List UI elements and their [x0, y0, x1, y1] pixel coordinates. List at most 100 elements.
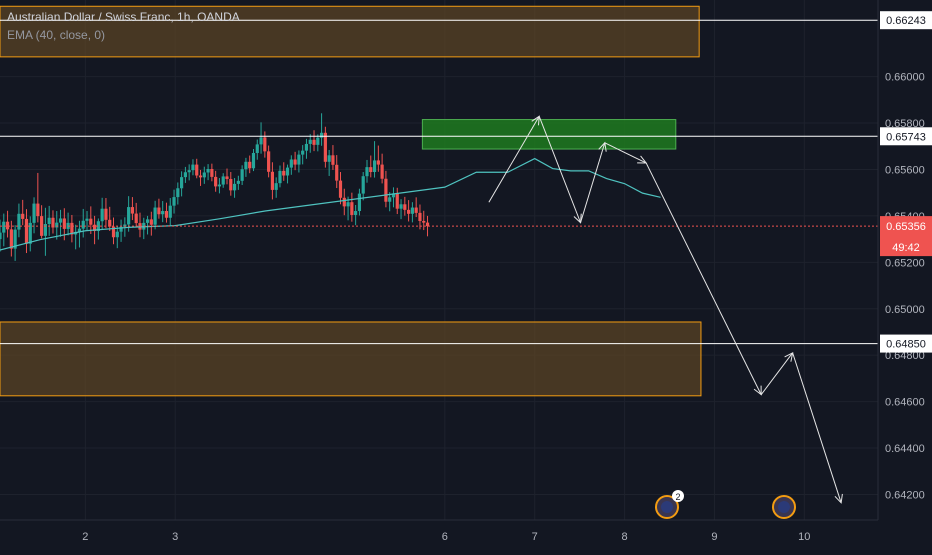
- projection-drawing[interactable]: [488, 115, 843, 504]
- candle-body: [0, 232, 2, 240]
- candle-body: [255, 144, 259, 153]
- price-label-text: 0.64850: [886, 339, 926, 351]
- grid-lines: [0, 0, 878, 520]
- candle-body: [55, 222, 59, 228]
- x-tick-label: 9: [711, 531, 717, 543]
- candle-body: [9, 229, 13, 249]
- candle-body: [157, 207, 161, 215]
- candle-body: [202, 172, 206, 178]
- y-tick-label: 0.64800: [885, 350, 925, 362]
- upper-resistance-zone: [0, 5, 700, 58]
- candle-body: [301, 150, 305, 155]
- candle-body: [77, 228, 82, 232]
- candle-body: [21, 213, 25, 219]
- price-label-box: [880, 11, 932, 30]
- candle-body: [425, 222, 430, 227]
- projection-segment: [760, 352, 794, 395]
- candle-body: [183, 172, 187, 178]
- y-tick-label: 0.65600: [885, 164, 925, 176]
- candle-body: [410, 207, 414, 214]
- candle-body: [365, 167, 369, 177]
- event-marker-1[interactable]: 2: [655, 490, 684, 519]
- candle-body: [191, 164, 195, 171]
- candle-body: [263, 137, 267, 152]
- candle-body: [354, 211, 358, 215]
- candle-body: [259, 137, 263, 145]
- candle-body: [43, 224, 48, 236]
- candle-body: [229, 178, 233, 191]
- indicator-label[interactable]: EMA (40, close, 0): [7, 28, 105, 42]
- candle-body: [58, 218, 63, 223]
- candle-body: [342, 197, 346, 207]
- candle-body: [130, 207, 135, 214]
- candle-body: [346, 202, 350, 207]
- y-tick-label: 0.64400: [885, 443, 925, 455]
- candle-body: [274, 183, 278, 190]
- candle-body: [111, 226, 116, 238]
- event-marker-2[interactable]: [772, 495, 796, 519]
- candle-body: [285, 167, 290, 176]
- candle-body: [187, 170, 191, 173]
- arrowhead: [834, 493, 843, 504]
- candle-body: [327, 155, 331, 162]
- x-tick-label: 7: [532, 531, 538, 543]
- candle-body: [214, 176, 218, 187]
- candle-body: [149, 219, 153, 225]
- price-label-text: 0.66243: [886, 15, 926, 27]
- candle-body: [388, 197, 392, 202]
- symbol-title[interactable]: Australian Dollar / Swiss Franc, 1h, OAN…: [7, 10, 240, 24]
- price-label-box: [880, 334, 932, 353]
- lower-support-zone: [0, 321, 702, 397]
- y-tick-label: 0.64200: [885, 489, 925, 501]
- zone-layer[interactable]: [0, 5, 702, 397]
- candle-body: [92, 224, 97, 231]
- candle-body: [5, 221, 10, 230]
- candle-body: [251, 152, 256, 169]
- candle-body: [195, 164, 199, 176]
- candle-body: [282, 170, 286, 176]
- projection-segment: [538, 116, 582, 223]
- flag-icon: [778, 501, 790, 513]
- candle-body: [28, 222, 32, 244]
- candle-body: [240, 169, 244, 181]
- current-price-badge: 0.65356 49:42: [880, 216, 932, 257]
- candle-body: [403, 204, 407, 210]
- x-tick-label: 3: [172, 531, 178, 543]
- time-axis[interactable]: 2 3 6 7 8 9 10: [82, 531, 810, 543]
- candle-body: [384, 178, 388, 202]
- horizontal-line-layer[interactable]: [0, 19, 878, 345]
- candle-body: [244, 161, 248, 170]
- candle-body: [270, 171, 275, 190]
- y-tick-label: 0.65800: [885, 118, 925, 130]
- candle-body: [395, 193, 399, 209]
- candle-body: [357, 193, 362, 212]
- candle-body: [338, 180, 343, 198]
- y-tick-label: 0.64600: [885, 397, 925, 409]
- candle-body: [115, 231, 119, 238]
- price-label-layer: 0.66243 0.65743 0.64850: [880, 11, 932, 353]
- candle-body: [399, 204, 403, 209]
- candle-body: [85, 218, 89, 221]
- candle-body: [221, 176, 225, 185]
- candle-body: [217, 184, 222, 187]
- price-label-box: [880, 127, 932, 146]
- candle-body: [13, 229, 17, 249]
- countdown-text: 49:42: [892, 242, 920, 254]
- candle-body: [248, 161, 252, 169]
- candle-body: [51, 217, 55, 228]
- candle-body: [161, 211, 165, 215]
- projection-segment: [645, 162, 762, 395]
- x-tick-label: 2: [82, 531, 88, 543]
- candle-body: [180, 177, 184, 189]
- price-label-text: 0.65743: [886, 131, 926, 143]
- candle-body: [2, 221, 6, 233]
- candle-body: [236, 180, 240, 184]
- projection-segment: [604, 142, 647, 164]
- candle-body: [267, 151, 271, 172]
- candle-body: [335, 164, 339, 181]
- ema-line: [0, 157, 661, 251]
- candle-body: [36, 203, 40, 217]
- current-price-text: 0.65356: [886, 221, 926, 233]
